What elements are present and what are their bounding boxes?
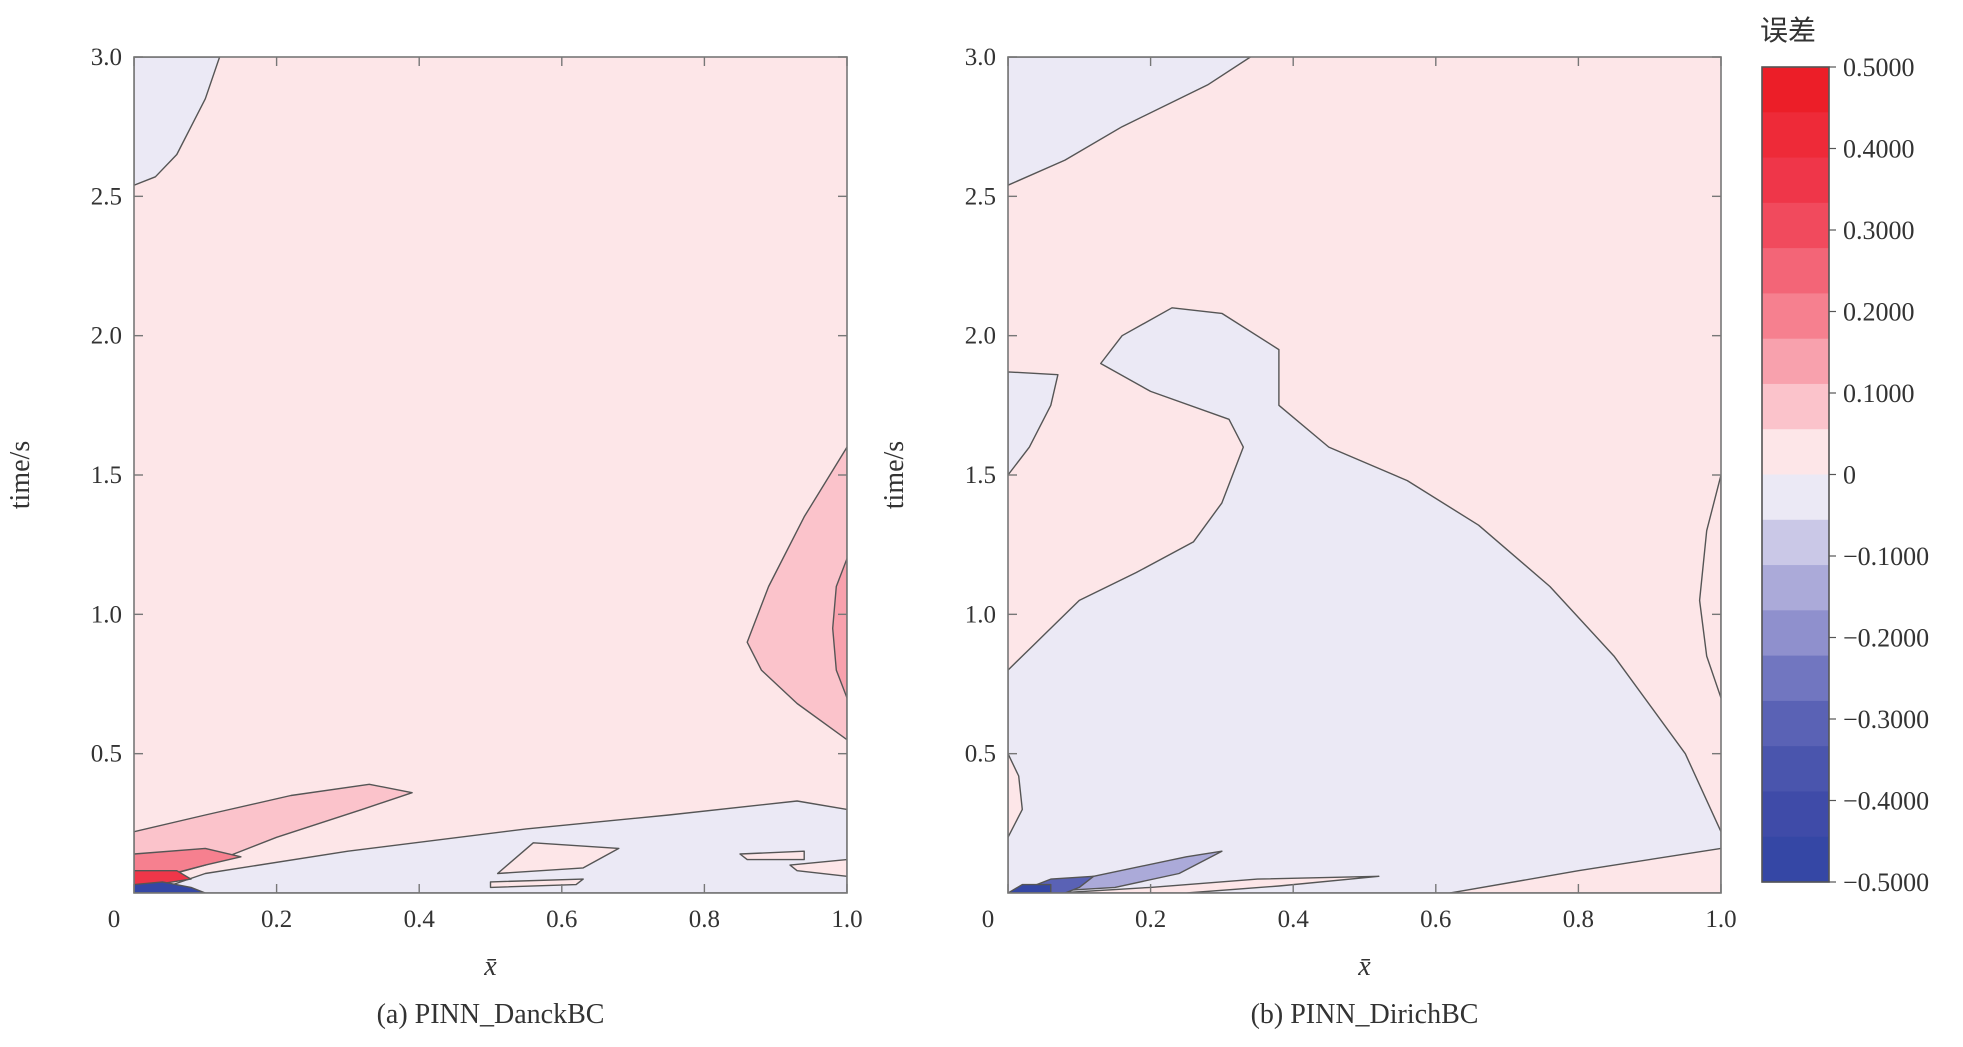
colorbar-tick-label: −0.5000 [1843, 868, 1929, 897]
colorbar-band-7 [1762, 383, 1829, 430]
colorbar-band-8 [1762, 429, 1829, 476]
colorbar-band-10 [1762, 519, 1829, 566]
contour-region-0 [134, 57, 221, 186]
y-tick-label: 0.5 [965, 741, 996, 768]
contour-region-6 [1449, 847, 1721, 893]
contour-region-1 [746, 446, 847, 741]
colorbar-band-17 [1762, 836, 1829, 883]
colorbar-tick-label: −0.1000 [1843, 542, 1929, 571]
colorbar-tick-label: −0.4000 [1843, 787, 1929, 816]
colorbar-tick-label: 0 [1843, 461, 1856, 490]
colorbar-band-16 [1762, 791, 1829, 838]
x-tick-label: 0 [108, 906, 121, 933]
colorbar-band-9 [1762, 474, 1829, 521]
colorbar-tick-label: 0.1000 [1843, 379, 1915, 408]
x-tick-label: 0.4 [404, 906, 436, 933]
colorbar-band-5 [1762, 293, 1829, 340]
contour-region-7 [489, 878, 584, 889]
colorbar: 0.5000 0.4000 0.3000 0.2000 0.1000 0 −0.1000 −0… [1760, 15, 1929, 897]
contour-region-5 [496, 842, 620, 875]
colorbar-band-11 [1762, 565, 1829, 611]
contour-region-9 [1008, 883, 1052, 893]
colorbar-band-3 [1762, 202, 1829, 249]
colorbar-tick-label: 0.5000 [1843, 53, 1915, 82]
x-tick-label: 0.2 [1135, 906, 1166, 933]
colorbar-band-12 [1762, 610, 1829, 657]
contour-region-4 [1698, 474, 1721, 699]
colorbar-band-6 [1762, 338, 1829, 385]
x-tick-label: 0.8 [1563, 906, 1594, 933]
panel-a: 0 0.2 0.4 0.6 0.8 1.0 0.5 1.0 1.5 2.0 2.5 3.0 x̄ time… [5, 44, 863, 1030]
x-tick-label: 0.8 [689, 906, 720, 933]
y-axis-label: time/s [879, 441, 910, 509]
y-axis-label: time/s [5, 441, 36, 509]
contour-region-2 [832, 557, 847, 699]
colorbar-title: 误差 [1760, 15, 1816, 47]
y-tick-label: 2.5 [965, 183, 996, 210]
x-axis-label: x̄ [1357, 951, 1371, 982]
y-tick-label: 1.5 [91, 462, 122, 489]
plot-area [1008, 57, 1721, 893]
colorbar-band-4 [1762, 248, 1829, 294]
colorbar-band-1 [1762, 112, 1829, 159]
contour-region-11 [134, 881, 207, 893]
x-axis-label: x̄ [483, 951, 497, 982]
panel-title: (b) PINN_DirichBC [1251, 999, 1479, 1030]
y-tick-label: 2.5 [91, 183, 122, 210]
colorbar-tick-label: 0.4000 [1843, 135, 1915, 164]
plot-area [134, 57, 847, 893]
x-tick-label: 1.0 [831, 906, 862, 933]
x-tick-label: 0.6 [1420, 906, 1451, 933]
contour-region-8 [789, 858, 847, 877]
colorbar-tick-label: −0.3000 [1843, 705, 1929, 734]
colorbar-tick-label: −0.2000 [1843, 624, 1929, 653]
colorbar-band-2 [1762, 157, 1829, 204]
panel-title: (a) PINN_DanckBC [377, 999, 605, 1030]
y-tick-label: 1.0 [965, 601, 996, 628]
colorbar-tick-label: 0.3000 [1843, 216, 1915, 245]
x-tick-label: 1.0 [1705, 906, 1736, 933]
background-region [134, 57, 847, 893]
y-tick-label: 1.5 [965, 462, 996, 489]
colorbar-band-14 [1762, 700, 1829, 747]
contour-region-3 [1008, 753, 1023, 838]
colorbar-band-15 [1762, 746, 1829, 793]
colorbar-band-0 [1762, 67, 1829, 113]
x-tick-label: 0.6 [546, 906, 577, 933]
contour-region-1 [1008, 371, 1059, 476]
y-tick-label: 0.5 [91, 741, 122, 768]
colorbar-band-13 [1762, 655, 1829, 702]
y-tick-label: 2.0 [965, 323, 996, 350]
y-tick-label: 3.0 [965, 44, 996, 71]
y-tick-label: 2.0 [91, 323, 122, 350]
x-tick-label: 0.2 [261, 906, 292, 933]
colorbar-tick-label: 0.2000 [1843, 298, 1915, 327]
contour-region-6 [739, 850, 805, 861]
panel-b: 0 0.2 0.4 0.6 0.8 1.0 0.5 1.0 1.5 2.0 2.5 3.0 x̄ time… [879, 44, 1737, 1030]
contour-region-0 [1008, 57, 1252, 186]
x-tick-label: 0 [982, 906, 995, 933]
contour-region-4 [147, 800, 847, 893]
contour-region-2 [1008, 307, 1721, 893]
y-tick-label: 1.0 [91, 601, 122, 628]
y-tick-label: 3.0 [91, 44, 122, 71]
x-tick-label: 0.4 [1278, 906, 1310, 933]
